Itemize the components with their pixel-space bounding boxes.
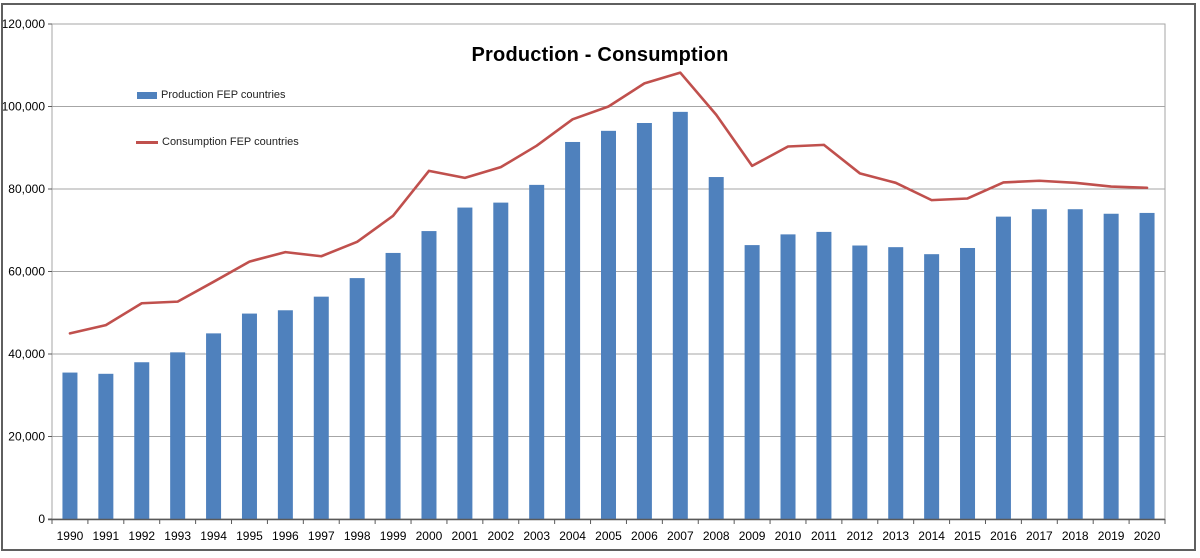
bar-1991 [98, 373, 114, 519]
x-tick-label-2003: 2003 [523, 529, 550, 543]
bar-2002 [493, 202, 509, 520]
legend-item-production: Production FEP countries [137, 89, 286, 101]
bar-2005 [601, 130, 616, 519]
x-tick-label-1995: 1995 [236, 529, 263, 543]
x-tick-label-2019: 2019 [1098, 529, 1125, 543]
x-tick-label-2006: 2006 [631, 529, 658, 543]
bar-2015 [960, 247, 976, 520]
x-tick-label-1992: 1992 [128, 529, 155, 543]
x-tick-label-1994: 1994 [200, 529, 227, 543]
bar-1995 [241, 313, 257, 519]
bar-2004 [565, 141, 581, 519]
x-tick-label-1993: 1993 [164, 529, 191, 543]
chart-title: Production - Consumption [471, 44, 729, 66]
x-tick-label-2000: 2000 [416, 529, 443, 543]
bar-2012 [852, 245, 868, 519]
bar-1998 [349, 278, 365, 519]
x-tick-label-2017: 2017 [1026, 529, 1053, 543]
bar-2018 [1067, 209, 1083, 519]
y-tick-label-100000: 100,000 [2, 100, 46, 114]
legend-label-production: Production FEP countries [161, 89, 286, 101]
x-tick-label-1998: 1998 [344, 529, 371, 543]
bar-2009 [744, 245, 760, 519]
bar-2020 [1139, 212, 1155, 520]
x-tick-label-2008: 2008 [703, 529, 730, 543]
legend-item-consumption: Consumption FEP countries [136, 136, 299, 148]
x-tick-label-2004: 2004 [559, 529, 586, 543]
x-tick-label-1999: 1999 [380, 529, 407, 543]
x-tick-label-1990: 1990 [57, 529, 84, 543]
bar-1990 [62, 372, 78, 519]
bar-2010 [780, 234, 796, 519]
bar-1996 [277, 310, 293, 519]
x-tick-label-2011: 2011 [811, 529, 837, 543]
x-tick-label-2010: 2010 [775, 529, 802, 543]
bar-1993 [170, 352, 186, 519]
x-tick-label-2016: 2016 [990, 529, 1017, 543]
y-tick-label-80000: 80,000 [8, 182, 45, 196]
bar-2006 [636, 123, 652, 519]
bar-2017 [1031, 209, 1047, 519]
bar-2003 [529, 184, 545, 519]
bar-2008 [708, 177, 724, 519]
x-tick-label-1997: 1997 [308, 529, 335, 543]
bar-2013 [888, 247, 904, 519]
x-tick-label-1996: 1996 [272, 529, 299, 543]
x-tick-label-2020: 2020 [1134, 529, 1161, 543]
y-tick-label-40000: 40,000 [8, 347, 45, 361]
legend-label-consumption: Consumption FEP countries [162, 136, 299, 148]
x-tick-label-2001: 2001 [452, 529, 479, 543]
bar-2000 [421, 231, 437, 519]
consumption-line [68, 71, 1149, 335]
legend-swatch-consumption-line [136, 140, 158, 144]
bar-2019 [1103, 213, 1119, 519]
x-tick-label-2007: 2007 [667, 529, 694, 543]
bar-1999 [385, 252, 401, 519]
bar-1994 [206, 333, 222, 519]
bar-2016 [995, 216, 1011, 519]
bar-2011 [816, 231, 832, 519]
x-tick-label-2013: 2013 [882, 529, 909, 543]
x-tick-label-1991: 1991 [93, 529, 120, 543]
x-tick-label-2005: 2005 [595, 529, 622, 543]
bar-2007 [672, 111, 688, 520]
x-tick-label-2002: 2002 [487, 529, 514, 543]
bar-1997 [313, 296, 329, 519]
legend-swatch-production-bar [137, 91, 157, 99]
x-tick-label-2018: 2018 [1062, 529, 1089, 543]
x-tick-label-2014: 2014 [918, 529, 945, 543]
y-tick-label-0: 0 [38, 512, 45, 526]
y-tick-label-60000: 60,000 [8, 265, 45, 279]
bar-2001 [457, 207, 473, 519]
x-tick-label-2015: 2015 [954, 529, 981, 543]
x-tick-label-2012: 2012 [846, 529, 873, 543]
bar-2014 [924, 254, 940, 520]
y-tick-label-120000: 120,000 [2, 17, 46, 31]
x-tick-label-2009: 2009 [739, 529, 766, 543]
y-tick-label-20000: 20,000 [8, 430, 45, 444]
bar-1992 [134, 362, 150, 519]
